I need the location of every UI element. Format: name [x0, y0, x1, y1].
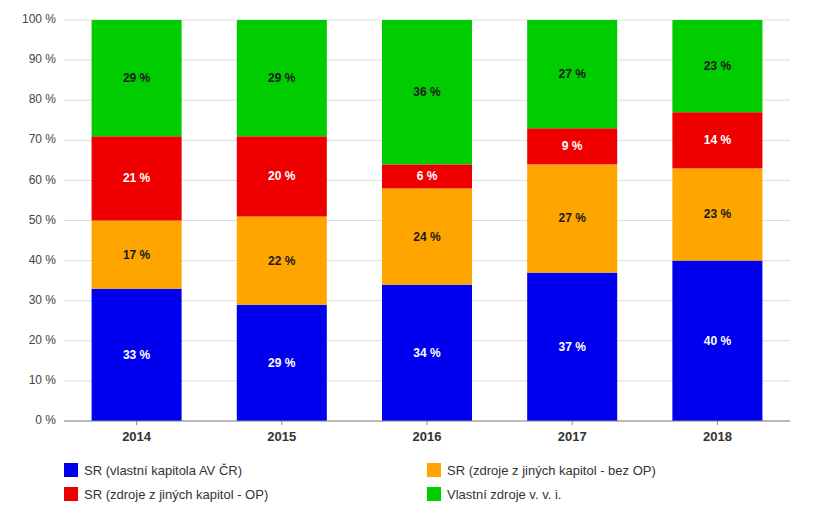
- y-tick-label: 0 %: [35, 413, 56, 427]
- bar-segment: [382, 285, 472, 421]
- data-label: 9 %: [562, 139, 583, 153]
- x-tick: [136, 421, 137, 425]
- legend-swatch: [64, 487, 78, 501]
- bar-segment: [672, 20, 762, 112]
- y-tick-label: 10 %: [29, 373, 57, 387]
- data-label: 21 %: [123, 171, 151, 185]
- data-label: 40 %: [704, 334, 732, 348]
- bar-segment: [237, 305, 327, 421]
- data-label: 29 %: [268, 356, 296, 370]
- y-tick-label: 90 %: [29, 52, 57, 66]
- bar-segment: [527, 128, 617, 164]
- bar-segment: [92, 20, 182, 136]
- x-tick-label: 2016: [413, 429, 442, 444]
- x-tick-label: 2018: [703, 429, 732, 444]
- legend-label: Vlastní zdroje v. v. i.: [447, 487, 561, 502]
- legend-swatch: [64, 463, 78, 477]
- x-tick-label: 2014: [122, 429, 152, 444]
- y-tick-label: 60 %: [29, 173, 57, 187]
- data-label: 14 %: [704, 133, 732, 147]
- bar-segment: [672, 112, 762, 168]
- bar-segment: [382, 20, 472, 164]
- y-tick-label: 40 %: [29, 253, 57, 267]
- y-tick-label: 30 %: [29, 293, 57, 307]
- data-label: 27 %: [559, 67, 587, 81]
- data-label: 24 %: [413, 230, 441, 244]
- grid: [64, 20, 790, 421]
- x-tick-label: 2015: [267, 429, 296, 444]
- legend: SR (vlastní kapitola AV ČR) SR (zdroje z …: [64, 463, 656, 502]
- data-label: 20 %: [268, 169, 296, 183]
- data-label: 33 %: [123, 348, 151, 362]
- chart: 0 % 10 % 20 % 30 % 40 % 50 % 60 % 70 % 80 % 90 % 1…: [0, 0, 814, 525]
- data-label: 27 %: [559, 211, 587, 225]
- data-label: 29 %: [268, 71, 296, 85]
- bar-segment: [527, 164, 617, 272]
- bar-segment: [382, 188, 472, 284]
- data-label: 34 %: [413, 346, 441, 360]
- legend-swatch: [427, 463, 441, 477]
- data-label: 22 %: [268, 254, 296, 268]
- x-tick: [281, 421, 282, 425]
- bar-segment: [382, 164, 472, 188]
- y-tick-label: 50 %: [29, 213, 57, 227]
- bar-segment: [237, 216, 327, 304]
- x-tick: [717, 421, 718, 425]
- x-tick-label: 2017: [558, 429, 587, 444]
- y-tick-label: 70 %: [29, 132, 57, 146]
- bar-segment: [92, 289, 182, 421]
- data-label: 23 %: [704, 207, 732, 221]
- bar-segment: [92, 136, 182, 220]
- bar-segment: [92, 221, 182, 289]
- bar-segment: [672, 168, 762, 260]
- legend-swatch: [427, 487, 441, 501]
- y-tick-label: 80 %: [29, 92, 57, 106]
- legend-label: SR (zdroje z jiných kapitol - bez OP): [447, 463, 656, 478]
- x-tick: [427, 421, 428, 425]
- x-axis: 2014 2015 2016 2017 2018: [64, 421, 790, 444]
- y-tick-label: 100 %: [22, 12, 56, 26]
- bar-segment: [237, 136, 327, 216]
- bar-segment: [527, 20, 617, 128]
- legend-label: SR (vlastní kapitola AV ČR): [84, 463, 242, 478]
- bar-segment: [527, 273, 617, 421]
- data-label: 37 %: [559, 340, 587, 354]
- y-tick-label: 20 %: [29, 333, 57, 347]
- legend-label: SR (zdroje z jiných kapitol - OP): [84, 487, 268, 502]
- data-label: 17 %: [123, 248, 151, 262]
- data-label: 29 %: [123, 71, 151, 85]
- page: {"chart_data": { "type": "bar", "stacked…: [0, 0, 814, 525]
- y-axis: 0 % 10 % 20 % 30 % 40 % 50 % 60 % 70 % 80 % 90 % 1…: [22, 12, 56, 427]
- x-tick: [572, 421, 573, 425]
- data-labels: 33 % 17 % 21 % 29 % 29 % 22 % 20 % 29 % 34 % 24 %…: [123, 59, 731, 370]
- data-label: 6 %: [417, 169, 438, 183]
- data-label: 36 %: [413, 85, 441, 99]
- bar-segment: [237, 20, 327, 136]
- data-label: 23 %: [704, 59, 732, 73]
- bars: [92, 20, 763, 421]
- bar-segment: [672, 261, 762, 421]
